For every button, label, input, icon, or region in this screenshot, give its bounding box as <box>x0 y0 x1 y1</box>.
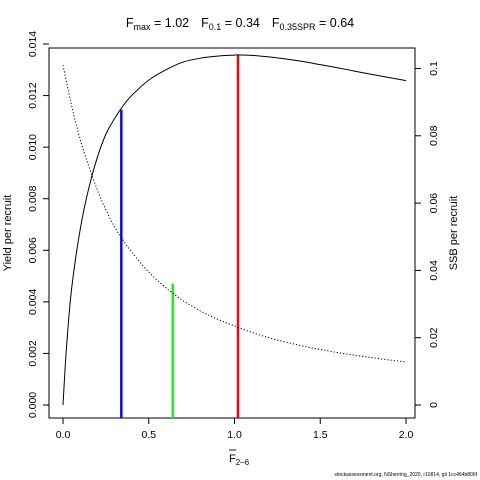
y-right-tick-label: 0.06 <box>428 193 440 214</box>
title-fspr-main: F <box>272 16 280 30</box>
series-lines <box>62 54 407 406</box>
title-fspr-sub: 0.35SPR <box>280 22 317 32</box>
y-right-tick-label: 0.08 <box>428 125 440 146</box>
axis-ticks: 0.0 0.5 1.0 1.5 2.0 0.000 0.002 0.004 0.006 0.008… <box>27 31 440 441</box>
y-right-tick-label: 0 <box>428 402 440 408</box>
x-axis-label-sub: 2–6 <box>236 458 250 467</box>
title-fmax-main: F <box>126 16 134 30</box>
y-left-tick-label: 0.008 <box>27 185 39 211</box>
x-tick-label: 0.0 <box>56 429 71 441</box>
ssb-per-recruit-line <box>62 65 407 363</box>
y-right-tick-label: 0.04 <box>428 260 440 281</box>
y-left-tick-label: 0.006 <box>27 237 39 263</box>
x-tick-label: 2.0 <box>399 429 414 441</box>
footer-credit: stockassessment.org, NSherring_2020, r10… <box>334 472 477 478</box>
yield-per-recruit-line <box>62 54 407 406</box>
x-tick-label: 1.5 <box>313 429 328 441</box>
title-fmax-sub: max <box>134 22 152 32</box>
x-axis-label-main: F <box>229 453 236 465</box>
y-right-axis-label: SSB per recruit <box>448 196 460 271</box>
reference-lines <box>120 54 240 418</box>
x-tick-label: 0.5 <box>141 429 156 441</box>
y-left-tick-label: 0.014 <box>27 31 39 57</box>
x-tick-label: 1.0 <box>227 429 242 441</box>
x-axis-label: F2–6 <box>229 449 250 467</box>
plot-frame <box>48 47 416 419</box>
y-right-tick-label: 0.1 <box>428 61 440 76</box>
svg-text:F2–6: F2–6 <box>229 453 250 467</box>
title-fspr-value: = 0.64 <box>316 16 355 30</box>
y-left-tick-label: 0.012 <box>27 82 39 108</box>
title-f01-sub: 0.1 <box>209 22 222 32</box>
y-left-tick-label: 0.000 <box>27 392 39 418</box>
y-left-axis-label: Yield per recruit <box>2 195 14 272</box>
chart-title: Fmax = 1.02 F0.1 = 0.34 F0.35SPR = 0.64 <box>126 16 354 32</box>
y-left-tick-label: 0.004 <box>27 289 39 315</box>
y-left-tick-label: 0.002 <box>27 340 39 366</box>
y-left-tick-label: 0.010 <box>27 134 39 160</box>
title-fmax-value: = 1.02 <box>151 16 190 30</box>
title-f01-value: = 0.34 <box>221 16 260 30</box>
y-right-tick-label: 0.02 <box>428 327 440 348</box>
title-f01-main: F <box>201 16 209 30</box>
